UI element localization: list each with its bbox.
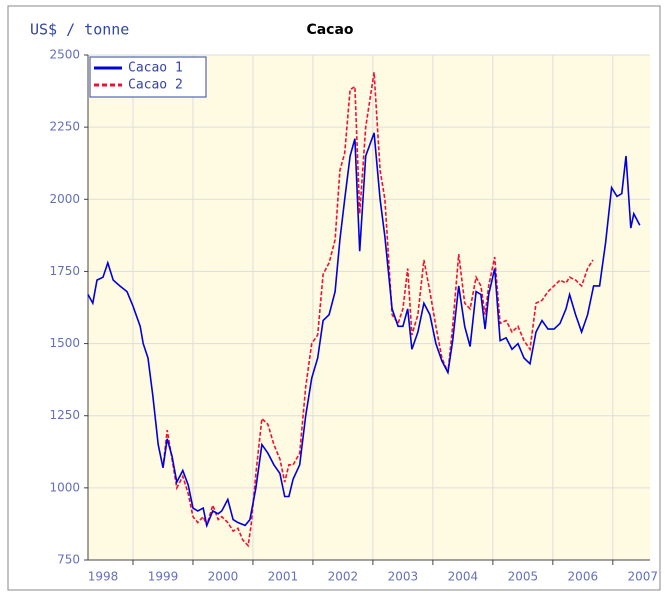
series-line bbox=[87, 132, 641, 529]
series-line bbox=[162, 72, 594, 548]
y-tick-label: 2000 bbox=[49, 192, 80, 206]
y-axis-label: US$ / tonne bbox=[30, 21, 129, 39]
x-tick-label: 2000 bbox=[208, 570, 239, 584]
chart-title: Cacao bbox=[306, 22, 353, 38]
y-tick-label: 1000 bbox=[49, 480, 80, 494]
y-tick-label: 2500 bbox=[49, 48, 80, 62]
x-tick-label: 2002 bbox=[328, 570, 359, 584]
legend-label: Cacao 2 bbox=[128, 78, 183, 93]
y-tick-label: 2250 bbox=[49, 120, 80, 134]
x-tick-label: 2007 bbox=[628, 570, 659, 584]
x-tick-label: 2006 bbox=[568, 570, 599, 584]
y-tick-label: 1250 bbox=[49, 408, 80, 422]
y-tick-label: 750 bbox=[57, 553, 80, 567]
x-tick-label: 2005 bbox=[508, 570, 539, 584]
plot-area bbox=[88, 55, 650, 560]
legend-label: Cacao 1 bbox=[128, 61, 183, 76]
x-tick-label: 1999 bbox=[148, 570, 179, 584]
legend-box bbox=[89, 56, 207, 98]
y-tick-label: 1750 bbox=[49, 264, 80, 278]
x-tick-label: 2003 bbox=[388, 570, 419, 584]
x-tick-label: 2004 bbox=[448, 570, 479, 584]
y-tick-label: 1500 bbox=[49, 336, 80, 350]
x-tick-label: 1998 bbox=[88, 570, 119, 584]
x-tick-label: 2001 bbox=[268, 570, 299, 584]
